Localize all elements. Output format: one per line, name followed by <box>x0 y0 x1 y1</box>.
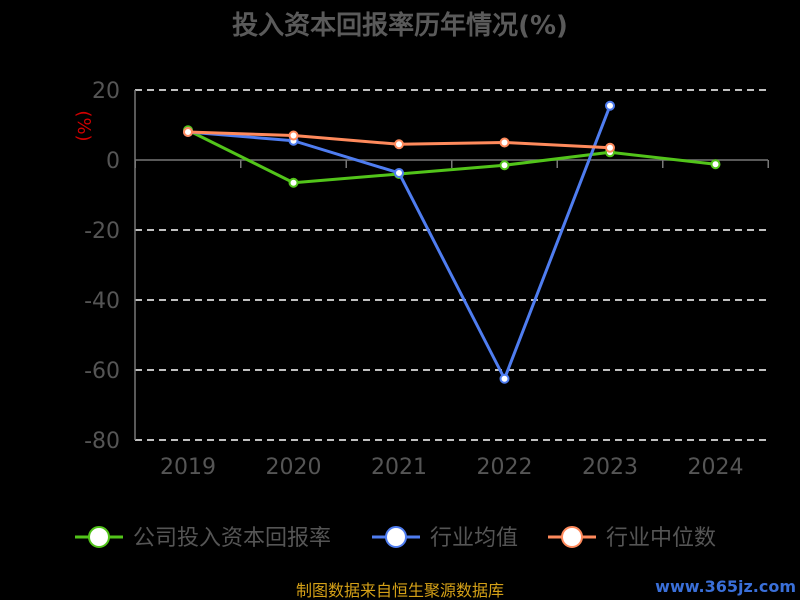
data-point[interactable] <box>605 100 615 111</box>
legend-label: 公司投入资本回报率 <box>133 526 331 551</box>
data-point[interactable] <box>499 160 510 171</box>
x-tick-label: 2019 <box>160 455 216 480</box>
axes: 20 0 -20 -40 -60 -80 2019 2020 2021 2022 2023 2024 <box>84 79 769 480</box>
x-tick-label: 2020 <box>266 455 322 480</box>
series-line <box>187 128 716 185</box>
legend-label: 行业均值 <box>430 526 518 551</box>
data-point[interactable] <box>499 137 510 148</box>
data-point[interactable] <box>710 159 721 170</box>
x-tick-label: 2023 <box>582 455 638 480</box>
legend-item[interactable]: 行业中位数 <box>548 526 716 551</box>
x-tick-label: 2022 <box>477 455 533 480</box>
source-note: 制图数据来自恒生聚源数据库 <box>296 581 504 600</box>
data-point[interactable] <box>288 177 299 188</box>
legend-label: 行业中位数 <box>606 526 716 551</box>
y-tick-label: -40 <box>84 289 120 314</box>
series-lines <box>183 100 721 384</box>
y-tick-label: 20 <box>92 79 120 104</box>
y-tick-label: -20 <box>84 219 120 244</box>
data-point[interactable] <box>394 139 404 150</box>
x-tick-label: 2024 <box>688 455 744 480</box>
data-point[interactable] <box>183 127 193 137</box>
y-tick-label: -80 <box>84 429 120 454</box>
data-point[interactable] <box>499 373 510 384</box>
legend[interactable]: 公司投入资本回报率 行业均值 行业中位数 <box>75 526 716 551</box>
grid-lines <box>135 89 768 441</box>
series-3 <box>183 127 615 153</box>
watermark: www.365jz.com <box>655 577 796 596</box>
legend-marker <box>561 526 583 548</box>
legend-item[interactable]: 公司投入资本回报率 <box>75 526 331 551</box>
data-point[interactable] <box>605 142 615 153</box>
chart-title: 投入资本回报率历年情况(%) <box>232 10 568 41</box>
y-axis-label: (%) <box>73 110 94 141</box>
data-point[interactable] <box>288 130 299 141</box>
x-tick-label: 2021 <box>371 455 427 480</box>
legend-marker <box>385 526 407 548</box>
legend-item[interactable]: 行业均值 <box>372 526 518 551</box>
data-point[interactable] <box>394 167 404 178</box>
y-tick-label: -60 <box>84 359 120 384</box>
y-tick-label: 0 <box>106 149 120 174</box>
legend-marker <box>88 526 110 548</box>
